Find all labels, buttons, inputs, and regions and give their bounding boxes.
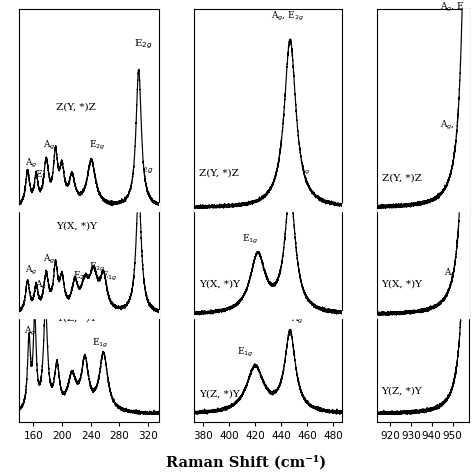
Text: E$_{2g}$: E$_{2g}$ — [28, 294, 45, 307]
Text: A$_g$: A$_g$ — [43, 253, 56, 266]
Text: A$_g$: A$_g$ — [43, 291, 55, 304]
Text: E$_{1g}$: E$_{1g}$ — [242, 233, 259, 246]
Text: A$_g$: A$_g$ — [25, 157, 37, 170]
Text: E$_{2g}$: E$_{2g}$ — [35, 169, 51, 182]
Text: A$_g$, E: A$_g$, E — [440, 118, 465, 132]
Text: Y(X, *)Y: Y(X, *)Y — [56, 222, 97, 231]
Text: A$_g$: A$_g$ — [24, 325, 36, 338]
Text: E$_{2g}$: E$_{2g}$ — [73, 270, 90, 283]
Text: E$_{2g}$: E$_{2g}$ — [89, 138, 105, 152]
Text: E$_{1g}$: E$_{1g}$ — [237, 346, 254, 359]
Text: Raman Shift (cm⁻¹): Raman Shift (cm⁻¹) — [166, 455, 327, 469]
Text: A$_g$: A$_g$ — [25, 264, 37, 277]
Text: A$_g$, E$_{2g}$: A$_g$, E$_{2g}$ — [277, 164, 310, 177]
Text: A$_g$, E: A$_g$, E — [440, 1, 465, 14]
Text: E$_{2g}$: E$_{2g}$ — [89, 261, 106, 273]
Text: Y(Z, *)Y: Y(Z, *)Y — [200, 390, 240, 399]
Text: Z(Y, *)Z: Z(Y, *)Z — [382, 173, 421, 182]
Text: A$_g$: A$_g$ — [32, 303, 44, 317]
Text: A$_g$, E$_{2g}$: A$_g$, E$_{2g}$ — [271, 10, 304, 23]
Text: Y(Z, *)Y: Y(Z, *)Y — [56, 314, 97, 323]
Text: E$_{1g}$: E$_{1g}$ — [100, 270, 117, 283]
Text: Y(X, *)Y: Y(X, *)Y — [382, 280, 422, 289]
Text: A$_g$: A$_g$ — [35, 279, 47, 292]
Text: A$_g$: A$_g$ — [292, 312, 304, 326]
Text: E$_{2g}$: E$_{2g}$ — [134, 37, 152, 51]
Text: Y(X, *)Y: Y(X, *)Y — [200, 280, 240, 289]
Text: A$_g$: A$_g$ — [444, 267, 456, 280]
Text: E$_{1g}$: E$_{1g}$ — [92, 337, 109, 350]
Text: Y(Z, *)Y: Y(Z, *)Y — [382, 387, 422, 396]
Text: E$_{2g}$: E$_{2g}$ — [135, 163, 154, 176]
Text: A$_g$: A$_g$ — [43, 138, 56, 152]
Text: Z(Y, *)Z: Z(Y, *)Z — [200, 168, 239, 177]
Text: Z(Y, *)Z: Z(Y, *)Z — [56, 103, 96, 112]
